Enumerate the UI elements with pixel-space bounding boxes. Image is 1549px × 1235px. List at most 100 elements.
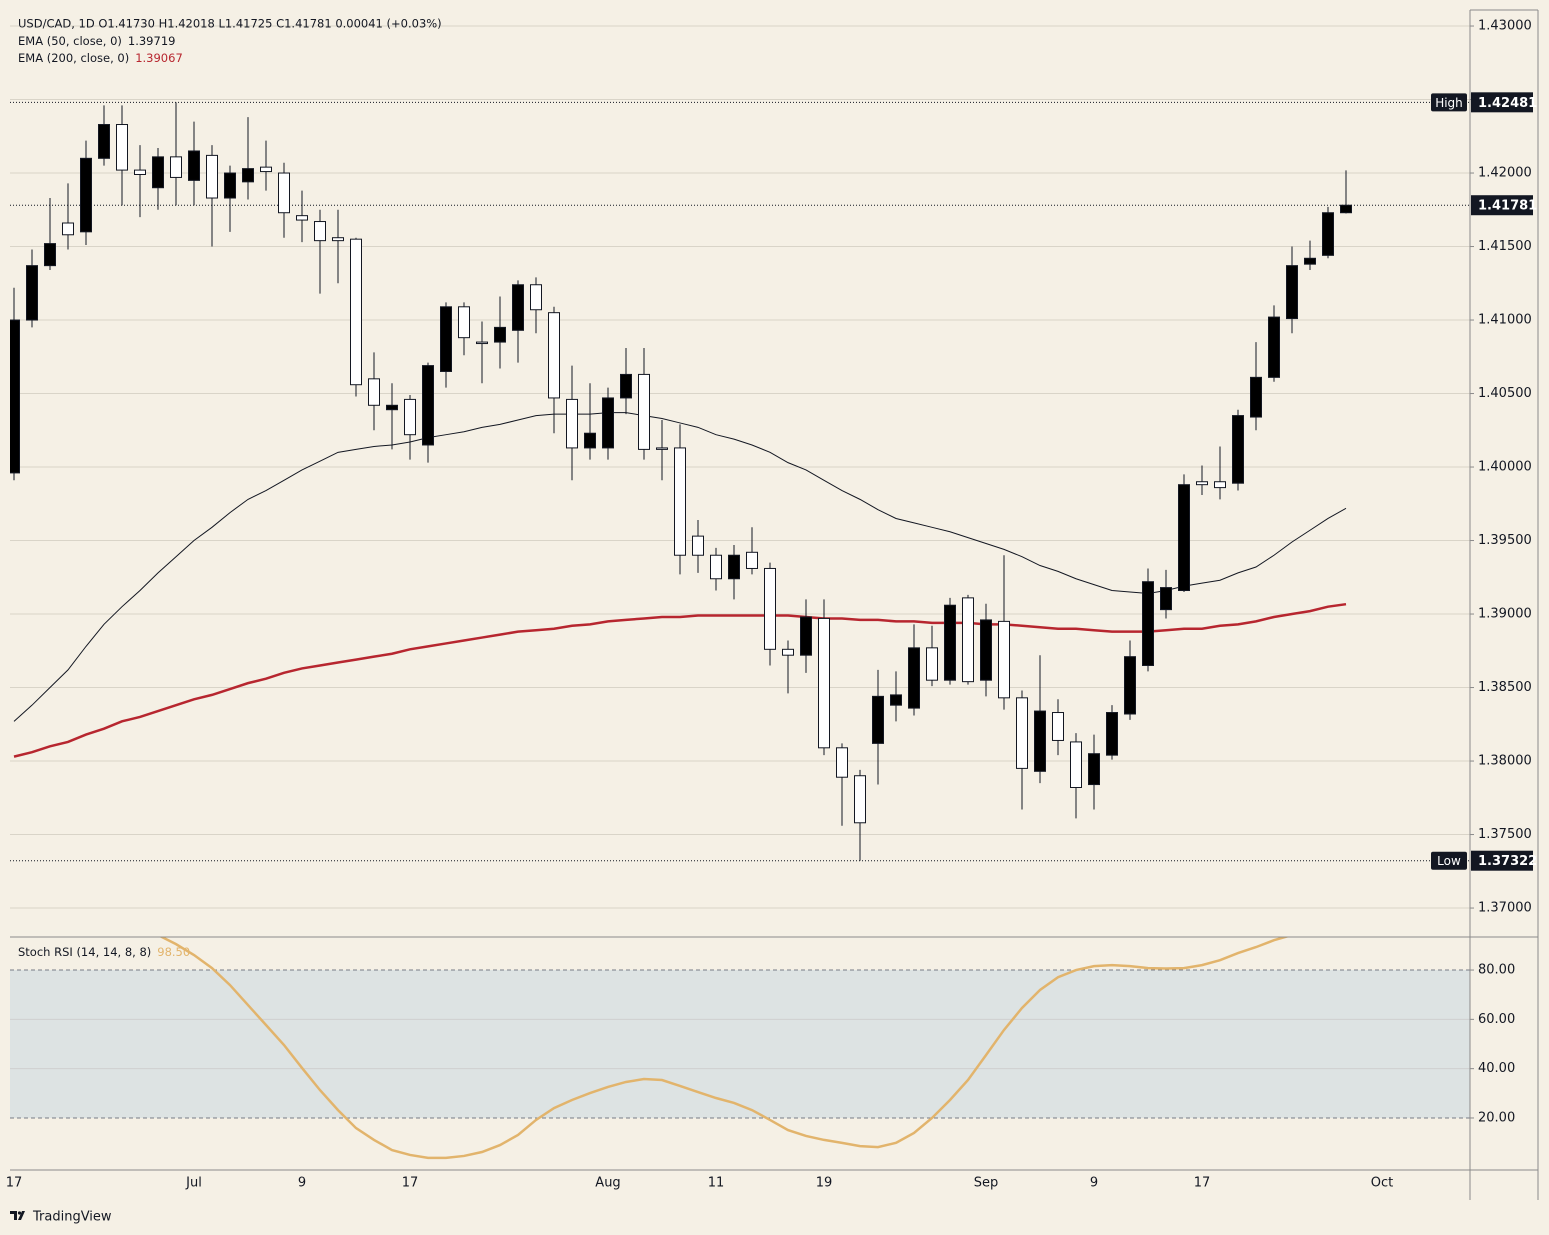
candle-body	[584, 432, 596, 449]
ema50-name: EMA (50, close, 0)	[18, 34, 122, 48]
candle-body	[998, 620, 1010, 699]
extreme-tag-label: Low	[1437, 854, 1461, 868]
candle-body	[278, 172, 290, 214]
candle-body	[1232, 415, 1244, 484]
y-tick-label: 80.00	[1478, 963, 1515, 978]
candle-body	[206, 154, 218, 199]
candle-body	[26, 265, 38, 321]
candle-body	[1340, 204, 1352, 214]
candle-body	[494, 326, 506, 343]
candle-body	[638, 373, 650, 450]
x-tick-label: 11	[708, 1176, 725, 1191]
y-tick-label: 1.40000	[1478, 460, 1532, 475]
y-tick-label: 1.39000	[1478, 607, 1532, 622]
candle-body	[1196, 481, 1208, 486]
stoch-band	[10, 970, 1470, 1118]
x-tick-label: Oct	[1371, 1176, 1393, 1191]
candle-body	[1088, 753, 1100, 786]
ema-legend: EMA (50, close, 0) 1.39719	[18, 34, 175, 48]
price-tag-label: 1.37322	[1478, 854, 1537, 869]
candle-body	[782, 648, 794, 656]
candle-body	[440, 306, 452, 372]
extreme-tag	[1431, 851, 1467, 870]
y-tick-label: 1.39500	[1478, 533, 1532, 548]
candle-body	[116, 124, 128, 171]
brand-name: TradingView	[32, 1210, 112, 1225]
x-tick-label: 17	[6, 1176, 23, 1191]
price-tag-label: 1.42481	[1478, 96, 1537, 111]
price-tag	[1471, 92, 1533, 113]
stoch-pane	[10, 937, 1470, 1160]
candle-body	[332, 237, 344, 242]
candle-body	[296, 215, 308, 221]
candle-body	[692, 535, 704, 556]
candle-body	[224, 172, 236, 199]
ema200-value: 1.39067	[135, 51, 183, 65]
candle-body	[836, 747, 848, 778]
candle-body	[854, 775, 866, 824]
candle-body	[188, 150, 200, 181]
x-tick-label: Sep	[974, 1176, 999, 1191]
candle-body	[1052, 712, 1064, 741]
y-tick-label: 1.41500	[1478, 239, 1532, 254]
candle-body	[944, 604, 956, 681]
candle-body	[422, 365, 434, 446]
y-tick-label: 1.37500	[1478, 827, 1532, 842]
candle-body	[152, 156, 164, 189]
y-tick-label: 1.38500	[1478, 680, 1532, 695]
axes: 1.37000 1.37500 1.38000 1.38500 1.39000 1.395…	[6, 9, 1539, 1200]
candle-body	[728, 554, 740, 580]
candle-body	[926, 647, 938, 681]
price-tag	[1471, 850, 1533, 871]
candle-body	[10, 319, 20, 474]
candle-body	[548, 312, 560, 399]
candle-body	[314, 221, 326, 242]
candle-body	[260, 166, 272, 173]
candle-body	[1250, 376, 1262, 418]
x-tick-label: Jul	[185, 1176, 202, 1191]
candle-body	[890, 694, 902, 706]
candle-body	[1106, 712, 1118, 756]
x-tick-label: 9	[298, 1176, 306, 1191]
candle-body	[620, 373, 632, 399]
candle-body	[44, 243, 56, 267]
x-tick-label: 17	[402, 1176, 419, 1191]
candle-body	[962, 597, 974, 683]
x-tick-label: 9	[1090, 1176, 1098, 1191]
candle-body	[368, 378, 380, 406]
candle-body	[710, 554, 722, 580]
y-tick-label: 40.00	[1478, 1061, 1515, 1076]
stoch-legend: Stoch RSI (14, 14, 8, 8) 98.50	[18, 945, 190, 959]
candle-body	[1214, 481, 1226, 489]
candle-body	[512, 284, 524, 331]
candle-body	[242, 168, 254, 183]
price-pane	[10, 25, 1470, 909]
candle-body	[1142, 581, 1154, 666]
brand-logo: TradingView	[10, 1210, 112, 1225]
candle-body	[1178, 484, 1190, 592]
candle-body	[98, 124, 110, 159]
candle-body	[530, 284, 542, 311]
candle-body	[1160, 587, 1172, 611]
candle-body	[1016, 697, 1028, 769]
candle-body	[458, 306, 470, 339]
candle-body	[872, 695, 884, 744]
y-tick-label: 1.42000	[1478, 166, 1532, 181]
y-tick-label: 60.00	[1478, 1012, 1515, 1027]
candle-body	[764, 567, 776, 650]
candle-body	[746, 551, 758, 569]
candle-body	[1268, 316, 1280, 378]
y-tick-label: 1.43000	[1478, 19, 1532, 34]
y-tick-label: 1.40500	[1478, 386, 1532, 401]
ema-line	[13, 602, 1347, 758]
candle-body	[404, 398, 416, 436]
candle-body	[476, 341, 488, 345]
candle-body	[386, 404, 398, 411]
candle-body	[1034, 710, 1046, 772]
extreme-tag	[1431, 93, 1467, 112]
candle-body	[656, 447, 668, 450]
y-tick-label: 20.00	[1478, 1110, 1515, 1125]
x-tick-label: Aug	[595, 1176, 620, 1191]
candle-body	[818, 617, 830, 749]
candle-body	[602, 397, 614, 449]
